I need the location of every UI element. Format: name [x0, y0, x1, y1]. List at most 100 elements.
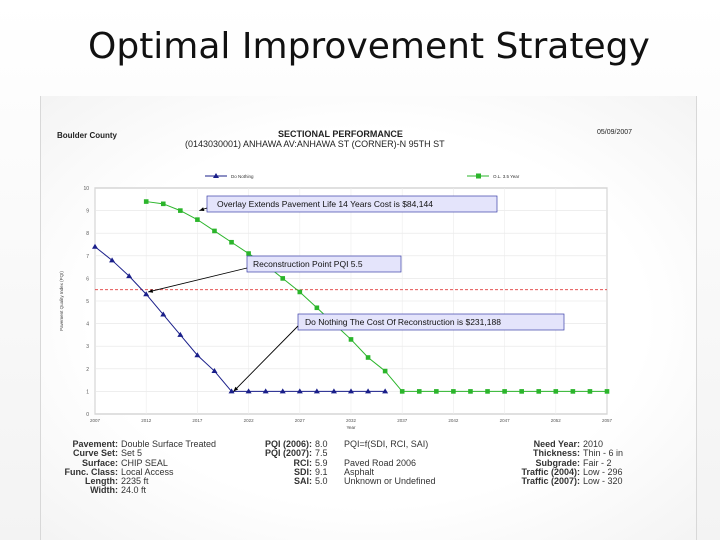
- x-tick-label: 2057: [602, 418, 613, 423]
- annotation-arrow: [148, 267, 248, 293]
- detail-row: RCI: 5.9 Paved Road 2006: [252, 457, 436, 468]
- detail-value: Low - 320: [583, 476, 623, 487]
- detail-row: Traffic (2007): Low - 320: [498, 476, 623, 487]
- data-point-overlay: [297, 289, 303, 295]
- detail-row: PQI (2006): 8.0 PQI=f(SDI, RCI, SAI): [252, 439, 436, 449]
- data-point-overlay: [604, 389, 610, 394]
- annotation-arrowhead: [233, 386, 239, 392]
- detail-value: Double Surface Treated: [121, 439, 217, 449]
- data-point-overlay: [587, 389, 593, 394]
- y-tick-label: 2: [86, 367, 89, 373]
- data-point-do-nothing: [92, 243, 98, 249]
- detail-number: 7.5: [315, 448, 328, 459]
- data-point-overlay: [160, 201, 166, 207]
- data-point-overlay: [485, 389, 490, 394]
- y-tick-label: 1: [86, 389, 89, 395]
- detail-number: 8.0: [315, 439, 328, 449]
- detail-value: CHIP SEAL: [121, 457, 168, 468]
- detail-value: Fair - 2: [583, 457, 612, 468]
- legend-marker: [476, 173, 481, 179]
- data-point-overlay: [314, 305, 320, 311]
- x-tick-label: 2012: [141, 418, 152, 423]
- x-tick-label: 2032: [346, 418, 357, 423]
- detail-value: Paved Road 2006: [344, 457, 417, 468]
- annotation-box: [246, 255, 402, 273]
- data-point-do-nothing: [228, 388, 235, 394]
- detail-key: SDI:: [294, 466, 312, 477]
- detail-value: Unknown or Undefined: [344, 476, 436, 487]
- detail-number: 9.1: [315, 466, 328, 477]
- traffic-details: Need Year: 2010 Thickness: Thin - 6 in Subgr…: [498, 439, 623, 487]
- data-point-do-nothing: [143, 291, 150, 297]
- detail-key: Traffic (2004):: [521, 466, 580, 477]
- data-point-do-nothing: [296, 388, 303, 394]
- data-point-do-nothing: [194, 352, 201, 358]
- data-point-overlay: [348, 337, 354, 342]
- data-point-overlay: [382, 368, 388, 374]
- pavement-performance-chart: 0 1 2 3 4 5 6 7 8 9 10 2007 2012 2017 2022 2027 2032 2037…: [59, 173, 613, 430]
- detail-number: 5.0: [315, 476, 328, 487]
- data-point-do-nothing: [365, 388, 372, 394]
- detail-key: SAI:: [294, 476, 312, 487]
- detail-key: RCI:: [293, 457, 313, 468]
- data-point-do-nothing: [279, 388, 286, 394]
- county-name: Boulder County: [57, 131, 117, 140]
- x-tick-label: 2022: [244, 418, 255, 423]
- data-point-overlay: [178, 208, 183, 213]
- data-point-overlay: [365, 355, 371, 360]
- x-tick-label: 2027: [295, 418, 306, 423]
- detail-row: Width: 24.0 ft: [52, 485, 216, 496]
- annotation-arrowhead: [199, 207, 205, 211]
- data-point-overlay: [280, 276, 286, 281]
- data-point-overlay: [536, 389, 542, 394]
- data-point-do-nothing: [348, 388, 354, 394]
- annotation-text: Overlay Extends Pavement Life 14 Years C…: [217, 199, 433, 209]
- detail-key: PQI (2007):: [264, 448, 312, 459]
- data-point-do-nothing: [109, 257, 116, 263]
- data-point-overlay: [468, 389, 473, 394]
- detail-row: Curve Set: Set 5: [52, 448, 216, 459]
- detail-key: Length:: [85, 476, 118, 487]
- data-point-do-nothing: [177, 331, 184, 337]
- y-tick-label: 8: [86, 231, 89, 237]
- data-point-overlay: [143, 199, 149, 204]
- annotation-box: [206, 195, 498, 213]
- data-point-overlay: [502, 389, 507, 394]
- data-point-do-nothing: [211, 368, 218, 374]
- detail-value: 24.0 ft: [121, 485, 147, 496]
- annotation-box: [297, 313, 565, 331]
- detail-value: 2010: [583, 439, 604, 449]
- data-point-overlay: [553, 389, 559, 394]
- x-tick-label: 2047: [500, 418, 511, 423]
- data-point-overlay: [434, 389, 439, 394]
- x-tick-label: 2052: [551, 418, 562, 423]
- detail-key: Func. Class:: [64, 466, 118, 477]
- data-point-overlay: [246, 251, 251, 256]
- detail-row: SDI: 9.1 Asphalt: [252, 466, 436, 477]
- x-tick-label: 2037: [397, 418, 408, 423]
- detail-key: Thickness:: [532, 448, 580, 459]
- detail-key: Subgrade:: [535, 457, 580, 468]
- detail-number: 5.9: [315, 457, 328, 468]
- data-point-overlay: [212, 228, 217, 234]
- detail-row: Func. Class: Local Access: [52, 466, 216, 477]
- detail-row: Subgrade: Fair - 2: [498, 457, 623, 468]
- section-description: (0143030001) ANHAWA AV:ANHAWA ST (CORNER…: [185, 139, 445, 149]
- y-tick-label: 6: [86, 276, 89, 282]
- x-tick-label: 2017: [192, 418, 203, 423]
- detail-value: PQI=f(SDI, RCI, SAI): [344, 439, 429, 449]
- detail-value: Local Access: [121, 466, 174, 477]
- detail-row: Length: 2235 ft: [52, 476, 216, 487]
- pavement-details: Pavement: Double Surface Treated Curve Set…: [52, 439, 217, 496]
- data-point-overlay: [519, 389, 524, 394]
- y-tick-label: 7: [86, 254, 89, 260]
- y-tick-label: 4: [86, 322, 89, 328]
- detail-row: Pavement: Double Surface Treated: [52, 439, 217, 449]
- y-axis-label: Pavement Quality Index (PQI): [59, 271, 64, 331]
- data-point-do-nothing: [262, 388, 269, 394]
- detail-row: SAI: 5.0 Unknown or Undefined: [252, 476, 436, 487]
- data-point-do-nothing: [245, 388, 252, 394]
- detail-key: Width:: [90, 485, 118, 496]
- annotation-arrowhead: [148, 288, 154, 293]
- detail-value: Set 5: [121, 448, 143, 459]
